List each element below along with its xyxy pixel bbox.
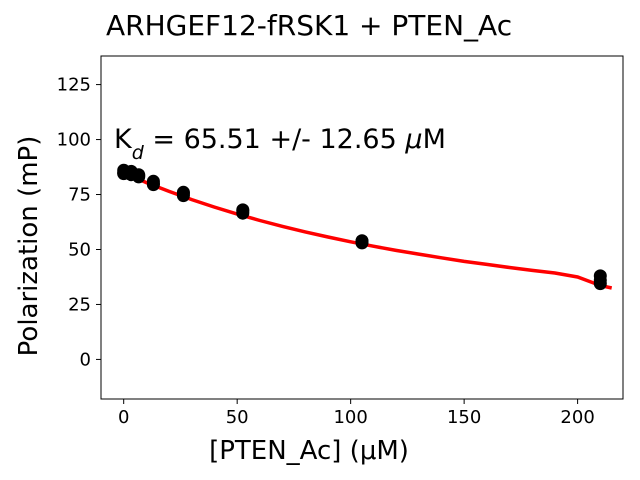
x-axis-label: [PTEN_Ac] (μM) <box>209 436 409 466</box>
y-axis-label: Polarization (mP) <box>14 136 44 357</box>
x-tick-label: 50 <box>226 407 249 428</box>
x-tick-label: 0 <box>118 407 129 428</box>
data-point <box>176 186 190 200</box>
x-axis-ticks: 0 50 100 150 200 <box>118 399 595 428</box>
data-point <box>132 169 146 183</box>
plot-area <box>117 163 613 291</box>
y-tick-label: 50 <box>68 239 91 260</box>
x-tick-label: 150 <box>447 407 481 428</box>
data-point <box>355 235 369 249</box>
plot-frame <box>100 55 624 400</box>
y-tick-label: 125 <box>57 75 91 96</box>
data-point <box>593 273 607 287</box>
y-tick-label: 100 <box>57 130 91 151</box>
chart-title: ARHGEF12-fRSK1 + PTEN_Ac <box>106 9 512 42</box>
y-axis-ticks: 0 25 50 75 100 125 <box>57 75 101 370</box>
x-tick-label: 200 <box>560 407 594 428</box>
kd-annotation: Kd = 65.51 +/- 12.65 μM <box>114 124 446 164</box>
y-tick-label: 75 <box>68 185 91 206</box>
y-tick-label: 25 <box>68 294 91 315</box>
x-tick-label: 100 <box>333 407 367 428</box>
y-tick-label: 0 <box>80 349 91 370</box>
data-point <box>146 177 160 190</box>
data-point <box>236 204 250 218</box>
fit-curve <box>122 170 613 290</box>
